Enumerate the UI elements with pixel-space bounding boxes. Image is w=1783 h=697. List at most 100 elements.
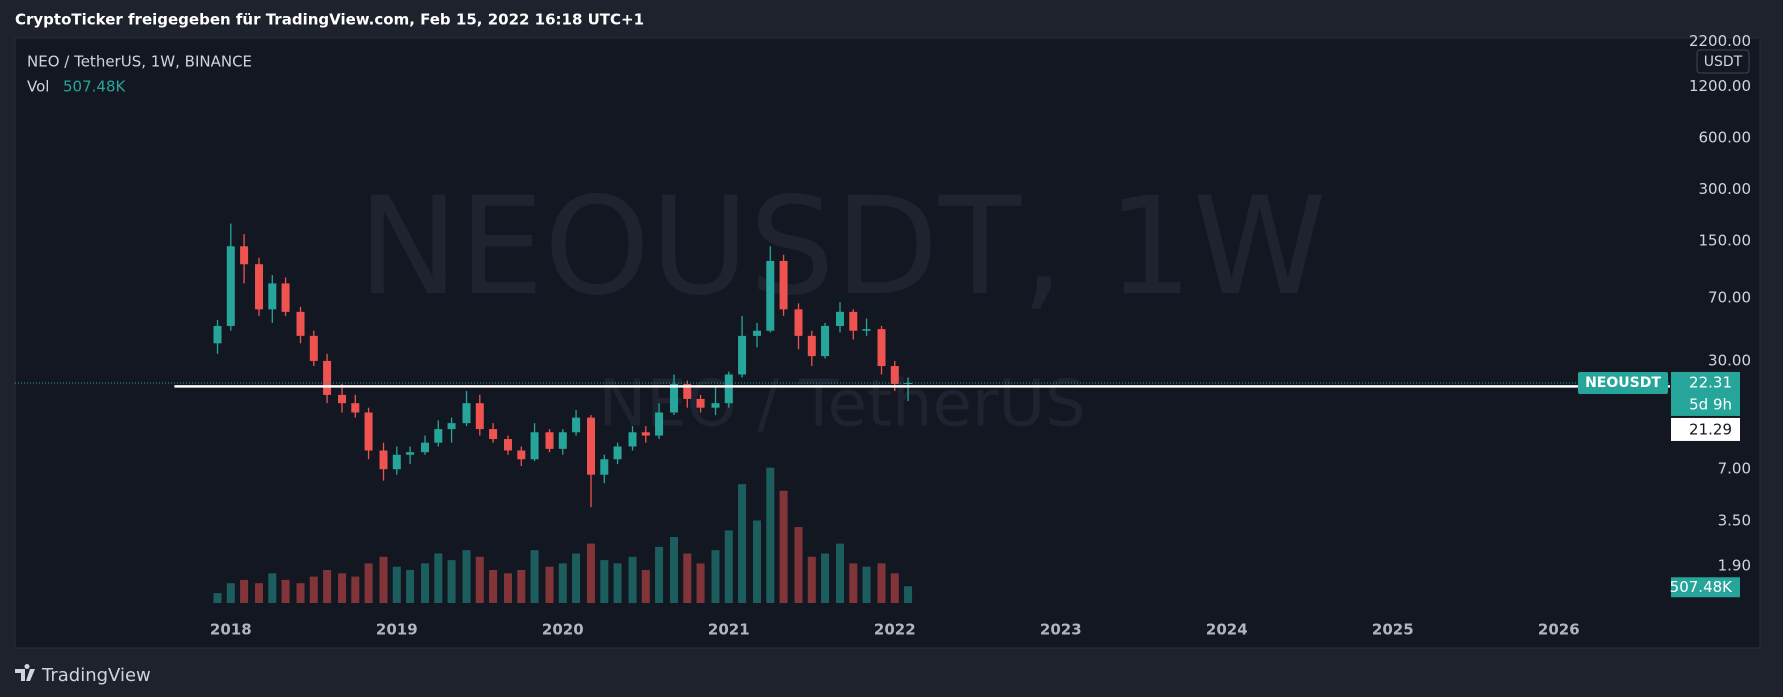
candle-body xyxy=(794,309,803,336)
volume-bar xyxy=(309,576,318,603)
symbol-badge xyxy=(1578,371,1668,394)
volume-legend-value: 507.48K xyxy=(63,78,126,96)
price-badge-text: 22.31 xyxy=(1689,373,1732,391)
candle-body xyxy=(281,283,290,312)
chart-pane xyxy=(14,37,1761,649)
candle-body xyxy=(530,432,539,460)
volume-bar xyxy=(683,553,692,603)
candle-body xyxy=(379,450,388,470)
line-badge-text: 21.29 xyxy=(1689,420,1732,438)
volume-bar xyxy=(738,484,747,603)
candle-body xyxy=(421,442,430,453)
footer-logo[interactable]: TradingView xyxy=(15,663,151,686)
candle-body xyxy=(434,429,443,443)
candle-body xyxy=(517,450,526,460)
volume-bar xyxy=(489,570,498,603)
x-tick-label: 2023 xyxy=(1040,621,1082,639)
volume-legend: Vol xyxy=(27,78,49,96)
candle-body xyxy=(364,412,373,451)
y-tick-label: 70.00 xyxy=(1708,288,1751,306)
volume-bar xyxy=(613,563,622,603)
volume-bar xyxy=(753,520,762,603)
volume-bar xyxy=(434,553,443,603)
volume-bar xyxy=(877,563,886,603)
candle-body xyxy=(711,403,720,408)
y-tick-label: 30.00 xyxy=(1708,351,1751,369)
candle-body xyxy=(489,429,498,440)
volume-bar xyxy=(462,550,471,603)
volume-bar xyxy=(213,593,222,603)
currency-box[interactable] xyxy=(1696,49,1750,74)
y-tick-label: 600.00 xyxy=(1699,128,1752,146)
symbol-badge-text: NEOUSDT xyxy=(1585,375,1661,391)
candle-body xyxy=(296,311,305,336)
candle-body xyxy=(309,335,318,361)
candle-body xyxy=(877,329,886,367)
candle-body xyxy=(572,417,581,433)
y-tick-label: 3.50 xyxy=(1718,511,1751,529)
candle-body xyxy=(779,260,788,310)
candle-body xyxy=(255,264,264,310)
legend-title: NEO / TetherUS, 1W, BINANCE xyxy=(27,53,252,71)
candle-body xyxy=(323,360,332,395)
volume-bar xyxy=(890,573,899,603)
candle-body xyxy=(613,446,622,460)
watermark: NEOUSDT, 1W NEO / TetherUS xyxy=(358,168,1327,441)
volume-bar xyxy=(794,527,803,603)
candle-body xyxy=(447,423,456,430)
candle-body xyxy=(545,432,554,449)
candle-body xyxy=(849,311,858,331)
volume-bar xyxy=(351,576,360,603)
countdown-text: 5d 9h xyxy=(1689,395,1732,413)
volume-bar xyxy=(628,556,637,603)
volume-bar xyxy=(904,586,913,603)
volume-bar xyxy=(711,550,720,603)
y-tick-label: 1.90 xyxy=(1718,557,1751,575)
volume-bar xyxy=(281,579,290,603)
line-badge xyxy=(1671,417,1740,441)
volume-bar xyxy=(296,583,305,603)
volume-bar xyxy=(670,537,679,603)
volume-bar xyxy=(364,563,373,603)
watermark-subtitle: NEO / TetherUS xyxy=(598,368,1085,442)
candle-body xyxy=(475,403,484,430)
logo-icon xyxy=(15,663,35,681)
volume-bar xyxy=(545,566,554,603)
volume-bar xyxy=(517,570,526,603)
candle-body xyxy=(738,335,747,375)
volume-bar xyxy=(323,570,332,603)
volume-bar xyxy=(641,570,650,603)
candle-body xyxy=(351,403,360,413)
candle-body xyxy=(628,432,637,447)
volume-bar xyxy=(558,563,567,603)
candle-body xyxy=(821,325,830,357)
volume-bar xyxy=(338,573,347,603)
candle-body xyxy=(462,403,471,424)
volume-bar xyxy=(504,573,513,603)
x-tick-label: 2024 xyxy=(1206,621,1248,639)
candle-body xyxy=(600,459,609,475)
candle-body xyxy=(587,417,596,475)
candle-body xyxy=(558,432,567,449)
y-tick-label: 1200.00 xyxy=(1689,77,1751,95)
candle-body xyxy=(406,452,415,455)
candle-body xyxy=(683,383,692,399)
volume-badge xyxy=(1671,577,1740,598)
candle-body xyxy=(753,330,762,336)
y-tick-label: 2200.00 xyxy=(1689,32,1751,50)
candle-body xyxy=(338,394,347,404)
volume-bar xyxy=(255,583,264,603)
volume-bar xyxy=(572,553,581,603)
volume-bar xyxy=(226,583,235,603)
candle-body xyxy=(655,412,664,436)
header-title: CryptoTicker freigegeben für TradingView… xyxy=(15,11,644,29)
y-tick-label: 150.00 xyxy=(1699,232,1752,250)
volume-bar xyxy=(475,556,484,603)
volume-bar xyxy=(821,553,830,603)
volume-badge-text: 507.48K xyxy=(1670,578,1733,596)
candle-body xyxy=(724,374,733,404)
candle-body xyxy=(807,335,816,357)
volume-bar xyxy=(766,467,775,603)
volume-bar xyxy=(240,579,249,603)
